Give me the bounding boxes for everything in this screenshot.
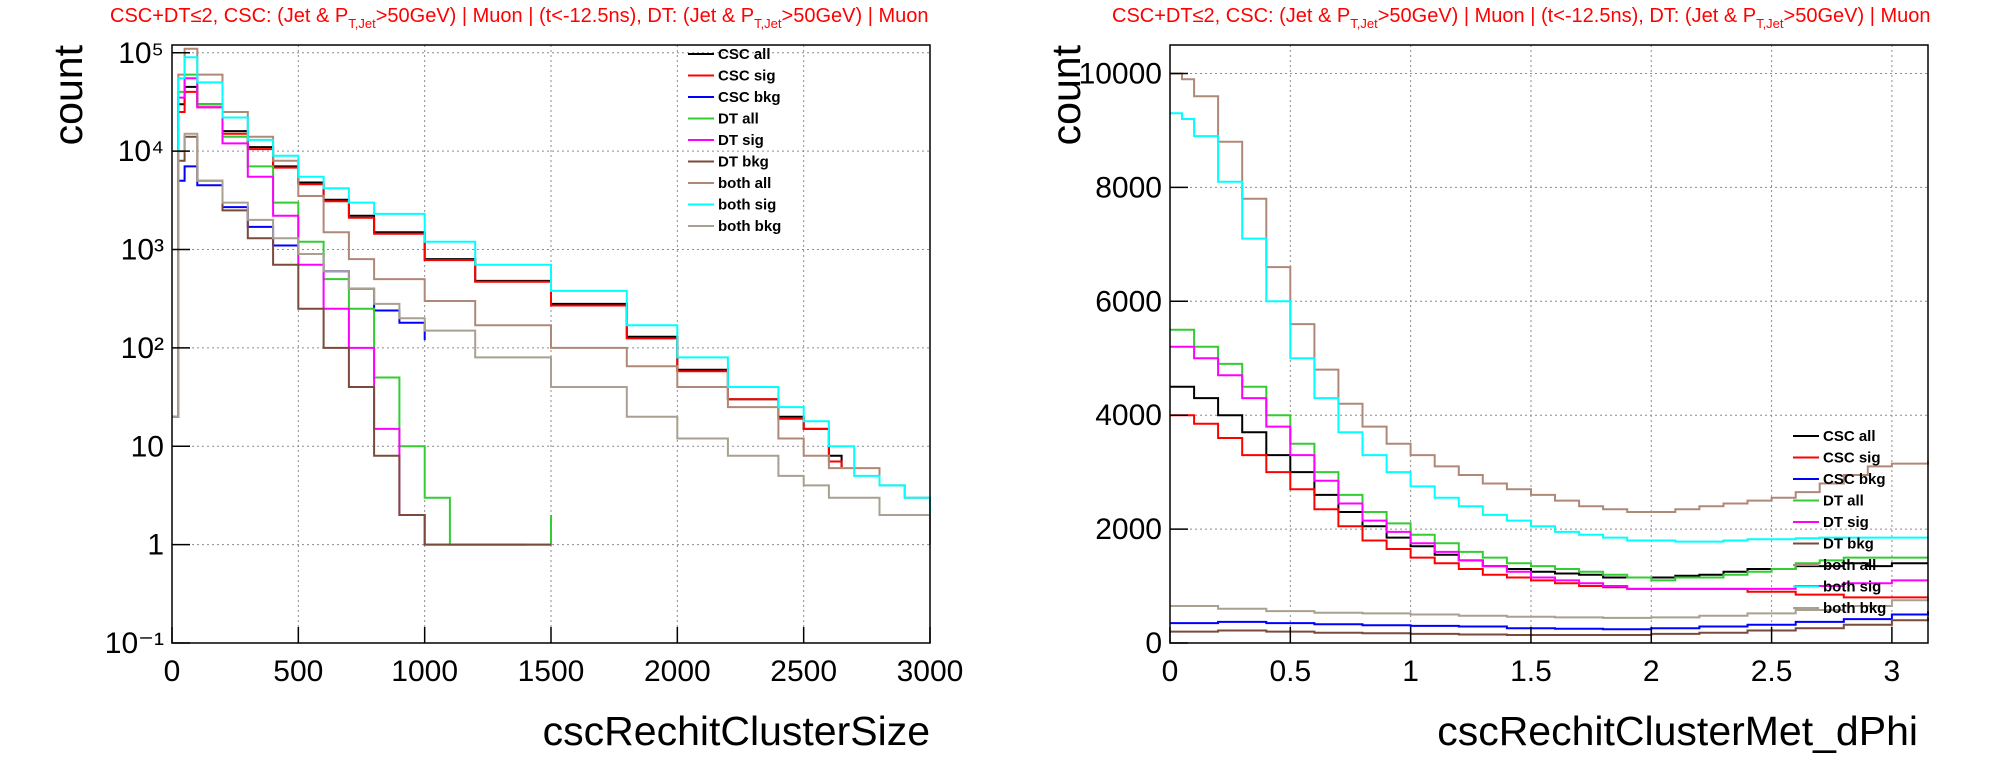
- legend-label: CSC sig: [718, 68, 776, 85]
- grid-right: [1170, 45, 1928, 643]
- y-tick-label: 2000: [1095, 513, 1162, 546]
- series-group-left: [172, 47, 931, 546]
- x-tick-label: 0: [164, 655, 181, 688]
- x-tick-label: 2500: [770, 655, 837, 688]
- chart-title-right: CSC+DT≤2, CSC: (Jet & PT,Jet>50GeV) | Mu…: [1112, 5, 1930, 31]
- y-tick-label: 10⁻¹: [105, 627, 164, 660]
- legend-label: CSC sig: [1823, 450, 1881, 467]
- series-line-csc-bkg: [1170, 611, 1929, 631]
- series-line-dt-bkg: [1170, 617, 1929, 636]
- plot-frame-right: [1169, 44, 1929, 644]
- legend-label: CSC bkg: [1823, 471, 1886, 488]
- y-axis-label-left: count: [45, 44, 91, 145]
- legend-right: CSC all CSC sig CSC bkg DT all DT sig DT bkg b…: [1793, 428, 1886, 617]
- x-axis-label-left: cscRechitClusterSize: [543, 708, 930, 754]
- x-tick-label: 1.5: [1510, 655, 1552, 688]
- y-tick-label: 6000: [1095, 285, 1162, 318]
- x-tick-label: 2.5: [1751, 655, 1793, 688]
- legend-label: both all: [1823, 557, 1876, 574]
- y-tick-label: 10: [131, 430, 164, 463]
- x-tick-label: 0.5: [1269, 655, 1311, 688]
- legend-label: CSC all: [1823, 428, 1876, 445]
- legend-label: DT bkg: [718, 154, 769, 171]
- x-axis-label-right: cscRechitClusterMet_dPhi: [1437, 708, 1918, 754]
- legend-label: DT all: [718, 111, 759, 128]
- x-tick-label: 500: [273, 655, 323, 688]
- x-tick-label: 1500: [518, 655, 585, 688]
- legend-label: DT all: [1823, 493, 1864, 510]
- series-line-both-all: [1170, 72, 1929, 513]
- legend-label: both sig: [718, 197, 776, 214]
- series-line-both-bkg: [172, 132, 931, 545]
- y-tick-label: 10000: [1079, 57, 1162, 90]
- x-tick-label: 1000: [391, 655, 458, 688]
- y-tick-label: 4000: [1095, 399, 1162, 432]
- series-line-dt-all: [172, 73, 552, 546]
- x-tick-label: 3: [1884, 655, 1901, 688]
- series-line-both-sig: [1170, 112, 1928, 543]
- series-group-right: [1170, 72, 1929, 636]
- cluster-size-chart: CSC+DT≤2, CSC: (Jet & PT,Jet>50GeV) | Mu…: [45, 5, 963, 754]
- chart-title-left: CSC+DT≤2, CSC: (Jet & PT,Jet>50GeV) | Mu…: [110, 5, 928, 31]
- series-line-both-bkg: [1170, 597, 1929, 619]
- series-line-dt-sig: [172, 77, 526, 546]
- series-line-dt-bkg: [172, 135, 551, 546]
- legend-label: DT sig: [718, 132, 764, 149]
- legend-label: DT sig: [1823, 514, 1869, 531]
- legend-label: both bkg: [718, 218, 781, 235]
- legend-left: CSC all CSC sig CSC bkg DT all DT sig DT bkg b…: [688, 46, 781, 235]
- y-tick-label: 0: [1145, 627, 1162, 660]
- legend-label: both sig: [1823, 579, 1881, 596]
- tick-labels-right: 0 0.5 1 1.5 2 2.5 3 0 2000 4000 6000 8000 10000: [1079, 57, 1901, 688]
- legend-label: DT bkg: [1823, 536, 1874, 553]
- y-tick-label: 10²: [121, 332, 164, 365]
- series-line-both-sig: [172, 56, 931, 515]
- legend-label: CSC all: [718, 46, 771, 63]
- series-line-dt-sig: [1170, 345, 1928, 590]
- legend-label: CSC bkg: [718, 89, 781, 106]
- x-tick-label: 1: [1402, 655, 1419, 688]
- x-tick-label: 2000: [644, 655, 711, 688]
- y-tick-label: 1: [147, 529, 164, 562]
- legend-label: both all: [718, 175, 771, 192]
- y-tick-label: 10³: [121, 234, 164, 267]
- legend-label: both bkg: [1823, 600, 1886, 617]
- met-dphi-chart: CSC+DT≤2, CSC: (Jet & PT,Jet>50GeV) | Mu…: [1043, 5, 1930, 754]
- y-tick-label: 10⁵: [118, 37, 164, 70]
- x-tick-label: 2: [1643, 655, 1660, 688]
- y-tick-label: 8000: [1095, 171, 1162, 204]
- x-tick-label: 3000: [897, 655, 964, 688]
- y-axis-label-right: count: [1043, 44, 1089, 145]
- series-line-csc-sig: [1170, 414, 1928, 599]
- x-tick-label: 0: [1162, 655, 1179, 688]
- tick-labels-left: 0 500 1000 1500 2000 2500 3000 10⁻¹ 1 10 10² 10³ 10⁴…: [105, 37, 964, 688]
- y-tick-label: 10⁴: [118, 135, 164, 168]
